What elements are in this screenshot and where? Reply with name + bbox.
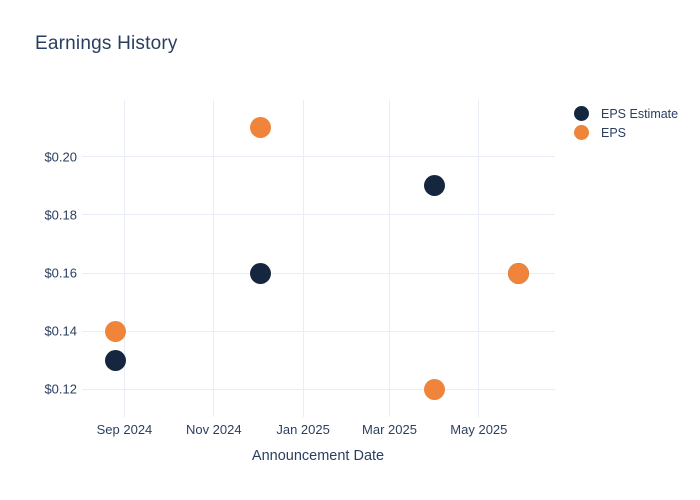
x-tick-label: Mar 2025 — [362, 422, 417, 437]
y-gridline — [82, 330, 555, 332]
y-gridline — [82, 214, 555, 216]
legend-label-eps: EPS — [601, 125, 627, 140]
data-point-eps[interactable] — [507, 262, 529, 284]
data-point-eps[interactable] — [424, 378, 446, 400]
data-point-eps-estimate[interactable] — [424, 175, 446, 197]
y-tick-label: $0.18 — [44, 207, 77, 223]
y-tick-label: $0.12 — [44, 381, 77, 397]
x-gridline — [389, 100, 391, 417]
x-tick-label: Nov 2024 — [185, 422, 242, 437]
data-point-eps[interactable] — [105, 320, 127, 342]
x-tick-label: Sep 2024 — [96, 422, 153, 437]
x-gridline — [478, 100, 480, 417]
y-tick-label: $0.16 — [44, 265, 77, 281]
eps-marker-icon — [574, 125, 589, 140]
data-point-eps-estimate[interactable] — [105, 349, 127, 371]
data-point-eps-estimate[interactable] — [250, 262, 272, 284]
legend-label-eps-estimate: EPS Estimate — [601, 106, 679, 121]
x-tick-label: May 2025 — [450, 422, 508, 437]
legend-item-eps[interactable]: EPS — [574, 123, 678, 142]
y-gridline — [82, 388, 555, 390]
y-tick-label: $0.20 — [44, 149, 77, 165]
x-gridline — [123, 100, 125, 417]
x-axis-title: Announcement Date — [251, 448, 385, 464]
eps-estimate-marker-icon — [574, 106, 589, 121]
y-tick-label: $0.14 — [44, 323, 77, 339]
y-gridline — [82, 272, 555, 274]
x-tick-label: Jan 2025 — [276, 422, 330, 437]
x-gridline — [302, 100, 304, 417]
y-gridline — [82, 156, 555, 158]
legend: EPS Estimate EPS — [574, 104, 678, 142]
chart-title: Earnings History — [35, 33, 178, 54]
x-gridline — [213, 100, 215, 417]
legend-item-eps-estimate[interactable]: EPS Estimate — [574, 104, 678, 123]
data-point-eps[interactable] — [250, 117, 272, 139]
